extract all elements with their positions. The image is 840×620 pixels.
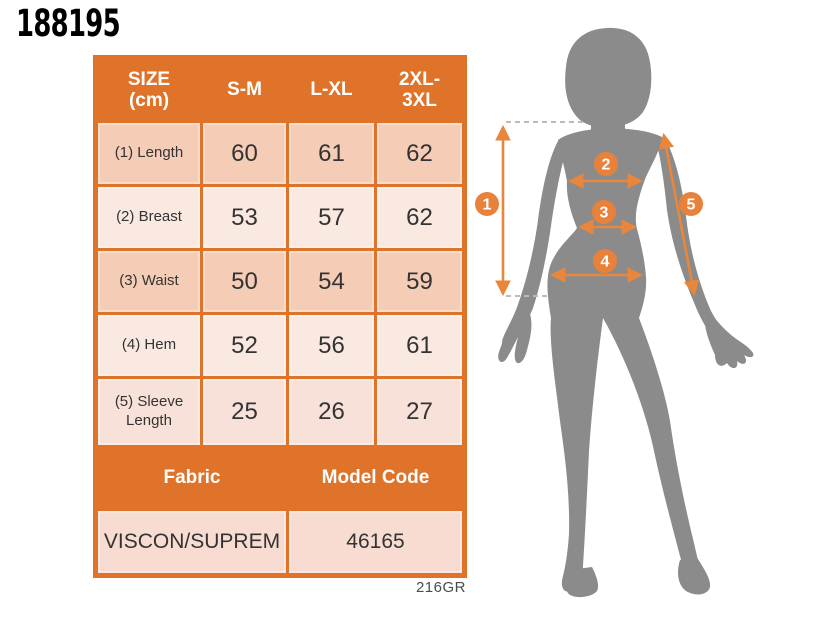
cell-waist-lxl: 54 [289,251,374,312]
cell-breast-sm: 53 [203,187,286,248]
model-code-value: 46165 [289,511,462,573]
cell-hem-2xl3xl: 61 [377,315,462,376]
svg-text:1: 1 [483,197,492,214]
measurement-markers: 1 2 3 4 5 [475,152,703,273]
cell-waist-sm: 50 [203,251,286,312]
cell-hem-lxl: 56 [289,315,374,376]
row-label-sleeve: (5) Sleeve Length [98,379,200,445]
model-code-header: Model Code [321,467,430,488]
product-code: 188195 [16,2,121,45]
row-label-waist: (3) Waist [98,251,200,312]
row-label-hem: (4) Hem [98,315,200,376]
fabric-value: VISCON/SUPREM [98,511,286,573]
female-silhouette-icon [498,27,754,598]
measurement-figure: 1 2 3 4 5 [470,25,800,605]
cell-hem-sm: 52 [203,315,286,376]
cell-length-2xl3xl: 62 [377,123,462,184]
cell-breast-2xl3xl: 62 [377,187,462,248]
size-header-lxl: L-XL [310,79,353,101]
fabric-header: Fabric [163,467,221,488]
marker-4-badge: 4 [593,249,617,273]
cell-sleeve-sm: 25 [203,379,286,445]
row-label-length: (1) Length [98,123,200,184]
marker-1-badge: 1 [475,192,499,216]
svg-text:4: 4 [601,254,610,271]
size-header-sm: S-M [227,79,262,101]
cell-sleeve-2xl3xl: 27 [377,379,462,445]
marker-3-badge: 3 [592,200,616,224]
measurement-arrows [495,124,700,297]
marker-2-badge: 2 [594,152,618,176]
cell-breast-lxl: 57 [289,187,374,248]
guide-dashes [506,121,583,297]
cell-sleeve-lxl: 26 [289,379,374,445]
svg-text:3: 3 [600,205,609,222]
sleeve-arrow [658,132,700,297]
cell-length-sm: 60 [203,123,286,184]
weight-note: 216GR [415,579,466,596]
size-table: SIZE (cm) S-M L-XL 2XL-3XL (1) Length 60… [93,55,467,578]
row-label-breast: (2) Breast [98,187,200,248]
marker-5-badge: 5 [679,192,703,216]
svg-text:5: 5 [687,197,696,214]
cell-length-lxl: 61 [289,123,374,184]
cell-waist-2xl3xl: 59 [377,251,462,312]
size-header-unit: SIZE (cm) [127,68,171,111]
size-header-2xl3xl: 2XL-3XL [398,68,441,111]
svg-text:2: 2 [602,157,611,174]
